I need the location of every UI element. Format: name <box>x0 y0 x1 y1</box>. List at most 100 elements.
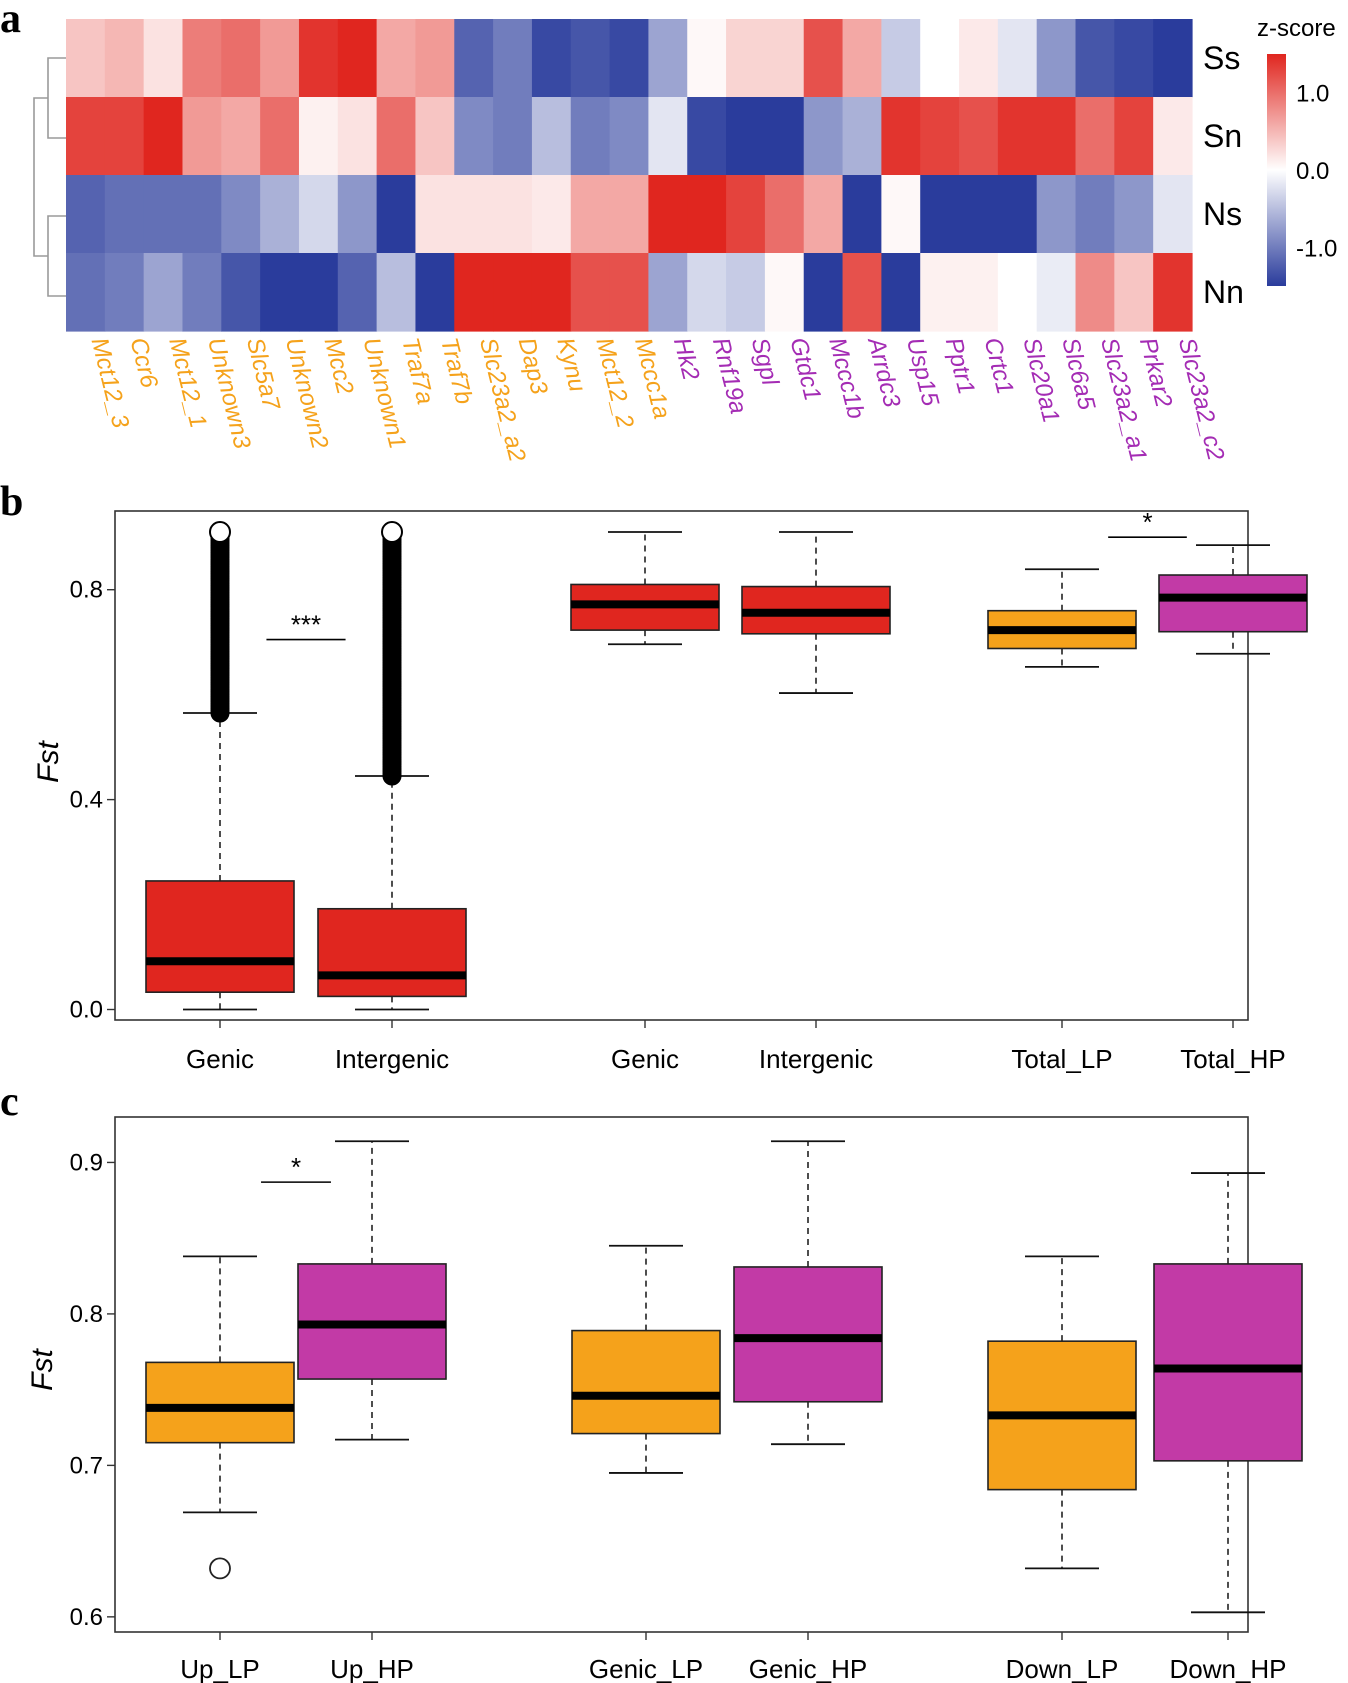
heatmap-cell <box>143 97 184 176</box>
heatmap-cell <box>842 97 882 176</box>
heatmap-cell <box>1075 19 1115 98</box>
heatmap-cell <box>920 175 960 254</box>
x-tick-label: Genic_LP <box>589 1654 703 1683</box>
heatmap-cell <box>493 253 533 332</box>
row-label: Ss <box>1203 40 1240 76</box>
heatmap-cell <box>376 97 417 176</box>
column-label: Sgpl <box>746 335 784 389</box>
heatmap-cell <box>648 175 688 254</box>
significance-label: * <box>291 1152 301 1182</box>
column-label: Slc23a2_c2 <box>1173 335 1230 463</box>
heatmap-cell <box>221 97 261 176</box>
legend-tick-label: 0.0 <box>1296 158 1329 185</box>
x-tick-label: Genic_HP <box>749 1654 868 1683</box>
heatmap-cell <box>920 97 960 176</box>
heatmap-cell <box>1114 97 1154 176</box>
column-label: Traf7a <box>396 335 439 407</box>
y-tick-label: 0.4 <box>70 787 103 814</box>
heatmap-cell <box>764 175 805 254</box>
heatmap-cell <box>881 19 921 98</box>
box-intergenic <box>317 907 467 998</box>
heatmap-cell <box>376 175 417 254</box>
column-label: Slc5a7 <box>241 335 285 414</box>
heatmap-cell <box>997 97 1038 176</box>
heatmap-cell <box>531 253 572 332</box>
heatmap-cell <box>1075 97 1115 176</box>
heatmap-cell <box>570 253 611 332</box>
heatmap-cell <box>881 97 921 176</box>
heatmap-cell <box>221 19 261 98</box>
column-label: Mccc1b <box>823 335 869 422</box>
x-tick-label: Intergenic <box>335 1044 449 1074</box>
heatmap-cell <box>648 19 688 98</box>
heatmap-cell <box>143 19 184 98</box>
column-label: Pptr1 <box>940 335 980 397</box>
heatmap-cell <box>454 253 494 332</box>
heatmap-cell <box>1153 253 1193 332</box>
dendro-branch-s <box>47 57 66 139</box>
heatmap-cell <box>143 253 184 332</box>
heatmap-cell <box>764 97 805 176</box>
heatmap-cell <box>1036 253 1077 332</box>
heatmap-cell <box>1114 175 1154 254</box>
outlier-point <box>209 1557 231 1580</box>
heatmap-cell <box>66 19 106 98</box>
heatmap-cell <box>803 253 844 332</box>
heatmap-cell <box>687 97 727 176</box>
heatmap-cell <box>376 19 417 98</box>
heatmap-cell <box>493 19 533 98</box>
heatmap-cell <box>570 175 611 254</box>
heatmap-cell <box>1036 175 1077 254</box>
x-tick-label: Total_LP <box>1011 1044 1112 1074</box>
heatmap-cell <box>531 19 572 98</box>
column-label: Traf7b <box>435 335 478 407</box>
column-label: Ccr6 <box>124 335 163 391</box>
heatmap-cell <box>570 19 611 98</box>
heatmap-cell <box>454 175 494 254</box>
heatmap-cell <box>182 97 222 176</box>
column-label: Gtdc1 <box>784 335 826 404</box>
x-tick-label: Up_HP <box>330 1654 414 1683</box>
heatmap-cell <box>182 175 222 254</box>
heatmap-cell <box>260 253 300 332</box>
heatmap-cell <box>493 175 533 254</box>
heatmap-cell <box>726 175 766 254</box>
heatmap-cell <box>959 97 999 176</box>
heatmap-cell <box>1153 97 1193 176</box>
panel-label-c: c <box>0 1079 19 1125</box>
panel-label-b: b <box>0 479 23 525</box>
x-tick-label: Down_LP <box>1006 1654 1119 1683</box>
heatmap-cell <box>1114 19 1154 98</box>
heatmap-cell <box>376 253 417 332</box>
column-label: Prkar2 <box>1134 335 1177 410</box>
heatmap-cell <box>182 253 222 332</box>
heatmap-cell <box>997 19 1038 98</box>
heatmap-cell <box>337 253 378 332</box>
heatmap-cell <box>687 175 727 254</box>
heatmap-cell <box>920 253 960 332</box>
heatmap-cell <box>260 19 300 98</box>
legend-colorbar <box>1267 54 1286 286</box>
heatmap-cell <box>959 19 999 98</box>
heatmap-cell <box>1075 253 1115 332</box>
heatmap-cell <box>570 97 611 176</box>
heatmap-cell <box>337 97 378 176</box>
heatmap-cell <box>221 175 261 254</box>
significance-label: *** <box>291 610 321 640</box>
heatmap-cell <box>764 19 805 98</box>
heatmap-cell <box>415 175 455 254</box>
legend-ticks: 1.0 0.0 -1.0 <box>1296 81 1337 263</box>
heatmap-cell <box>454 97 494 176</box>
y-tick-label: 0.8 <box>70 1301 103 1328</box>
heatmap-cell <box>298 97 339 176</box>
y-tick-label: 0.6 <box>70 1604 103 1631</box>
legend-title: z-score <box>1257 15 1336 42</box>
column-label: Kynu <box>551 335 590 395</box>
heatmap-cell <box>415 97 455 176</box>
heatmap-cell <box>66 175 106 254</box>
heatmap-cell <box>997 253 1038 332</box>
x-tick-label: Down_HP <box>1169 1654 1286 1683</box>
heatmap-cell <box>104 175 145 254</box>
heatmap-cell <box>337 175 378 254</box>
